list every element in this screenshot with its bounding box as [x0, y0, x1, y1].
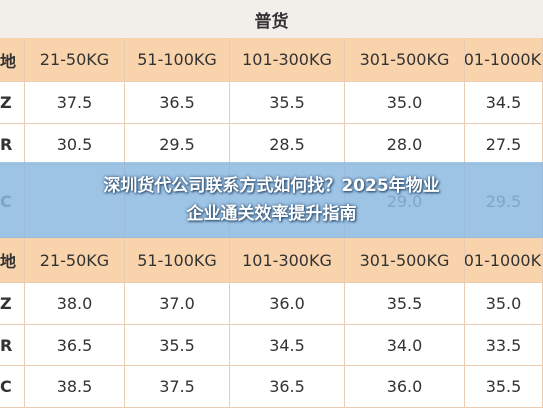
table-row: C 38.5 37.5 36.5 36.0 35.5	[0, 366, 543, 408]
table-cell: 37.5	[25, 82, 125, 123]
table-cell: 33.5	[465, 325, 543, 365]
table-cell: 35.0	[345, 82, 465, 123]
header-cell: 21-50KG	[25, 38, 125, 81]
table-cell: 35.5	[125, 325, 230, 365]
banner: 深圳货代公司联系方式如何找？2025年物业 企业通关效率提升指南	[0, 162, 543, 238]
table-row: R 30.5 29.5 28.5 28.0 27.5	[0, 124, 543, 165]
table-cell: 30.5	[25, 124, 125, 164]
header-cell: 地	[0, 38, 25, 81]
banner-line: 深圳货代公司联系方式如何找？2025年物业	[103, 176, 440, 196]
table-cell: R	[0, 325, 25, 365]
header-cell: 51-100KG	[125, 238, 230, 282]
header-cell: 101-300KG	[230, 238, 345, 282]
table-cell: 35.0	[465, 283, 543, 324]
table-row: Z 37.5 36.5 35.5 35.0 34.5	[0, 82, 543, 124]
table-cell: 34.5	[230, 325, 345, 365]
banner-line: 企业通关效率提升指南	[186, 204, 357, 224]
header-cell: 501-1000KG	[465, 238, 543, 282]
header-cell: 21-50KG	[25, 238, 125, 282]
header-row: 地21-50KG51-100KG101-300KG301-500KG501-10…	[0, 238, 543, 283]
table-cell: 35.5	[465, 366, 543, 407]
table-cell: 28.0	[345, 124, 465, 164]
table-cell: 35.5	[345, 283, 465, 324]
table-cell: 29.5	[125, 124, 230, 164]
table-cell: 36.5	[125, 82, 230, 123]
table-row: Z 38.0 37.0 36.0 35.5 35.0	[0, 283, 543, 325]
table-cell: 35.5	[230, 82, 345, 123]
table-cell: 37.5	[125, 366, 230, 407]
table-row: R 36.5 35.5 34.5 34.0 33.5	[0, 325, 543, 366]
table-cell: C	[0, 366, 25, 407]
table-cell: 28.5	[230, 124, 345, 164]
table-cell: Z	[0, 82, 25, 123]
table-cell: 37.0	[125, 283, 230, 324]
header-cell: 地	[0, 238, 25, 282]
table-cell: 34.5	[465, 82, 543, 123]
header-row: 地21-50KG51-100KG101-300KG301-500KG501-10…	[0, 38, 543, 82]
header-cell: 101-300KG	[230, 38, 345, 81]
table-cell: Z	[0, 283, 25, 324]
table-cell: 36.0	[345, 366, 465, 407]
table-cell: 36.5	[25, 325, 125, 365]
header-cell: 301-500KG	[345, 38, 465, 81]
header-cell: 501-1000KG	[465, 38, 543, 81]
header-cell: 301-500KG	[345, 238, 465, 282]
table-cell: 38.5	[25, 366, 125, 407]
table-cell: 36.0	[230, 283, 345, 324]
table-cell: 34.0	[345, 325, 465, 365]
table-cell: 36.5	[230, 366, 345, 407]
table-cell: 27.5	[465, 124, 543, 164]
table-cell: R	[0, 124, 25, 164]
header-cell: 51-100KG	[125, 38, 230, 81]
table-cell: 38.0	[25, 283, 125, 324]
table-title: 普货	[0, 0, 543, 39]
